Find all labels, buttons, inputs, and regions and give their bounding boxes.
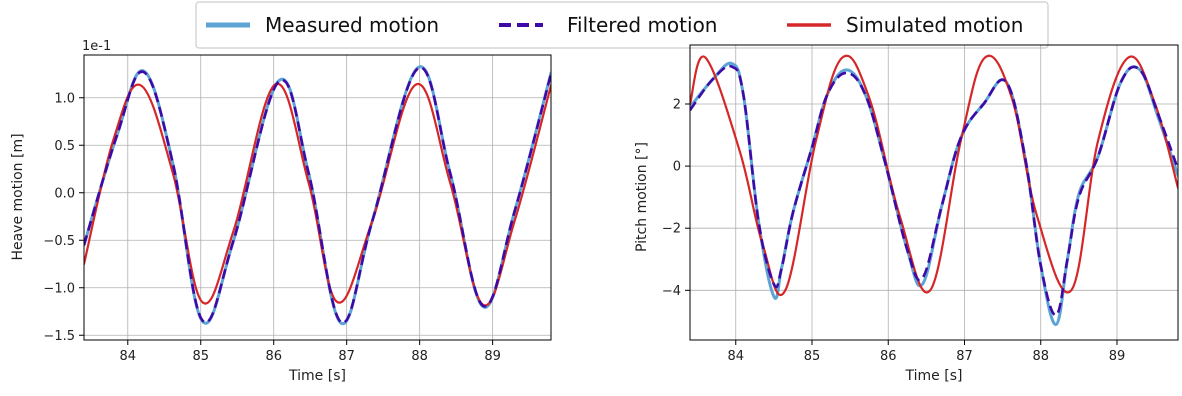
pitch-y-axis-label: Pitch motion [°] [634, 142, 650, 252]
pitch-x-tick-label-3: 87 [956, 349, 973, 364]
legend-label-simulated: Simulated motion [846, 13, 1023, 37]
heave-y-tick-label-5: 1.0 [54, 91, 75, 106]
heave-y-tick-label-1: −1.0 [43, 281, 75, 296]
heave-y-tick-label-4: 0.5 [54, 139, 75, 154]
legend-box [195, 1, 1049, 49]
pitch-series-simulated-motion [690, 54, 1178, 297]
heave-series-simulated-motion [84, 82, 551, 307]
pitch-x-tick-label-1: 85 [804, 349, 821, 364]
legend-label-filtered: Filtered motion [567, 13, 717, 37]
heave-x-tick-label-4: 88 [411, 349, 428, 364]
heave-x-tick-label-3: 87 [338, 349, 355, 364]
pitch-x-tick-label-0: 84 [727, 349, 744, 364]
pitch-x-ticks: 84 85 86 87 88 89 [727, 340, 1125, 364]
heave-chart: 84 85 86 87 88 89 −1.5 −1.0 −0.5 0.0 0.5 1.0 Time … [10, 39, 552, 384]
pitch-y-tick-label-1: −2 [662, 222, 681, 237]
pitch-grid [690, 45, 1178, 340]
heave-y-tick-label-0: −1.5 [43, 329, 75, 344]
pitch-y-tick-label-3: 2 [673, 98, 681, 113]
heave-x-tick-label-0: 84 [120, 349, 137, 364]
heave-x-ticks: 84 85 86 87 88 89 [120, 340, 501, 364]
heave-x-tick-label-1: 85 [192, 349, 209, 364]
pitch-plot-frame [689, 44, 1179, 341]
pitch-y-ticks: −4 −2 0 2 [662, 98, 690, 299]
heave-grid [84, 55, 551, 340]
heave-y-scale-label: 1e-1 [82, 39, 111, 54]
heave-series-filtered-motion [84, 66, 551, 324]
pitch-series [690, 54, 1178, 326]
pitch-y-tick-label-0: −4 [662, 284, 681, 299]
heave-x-axis-label: Time [s] [288, 368, 346, 384]
pitch-y-tick-label-2: 0 [673, 160, 681, 175]
pitch-chart: 84 85 86 87 88 89 −4 −2 0 2 Time [s] Pitch motio… [634, 44, 1179, 384]
heave-x-tick-label-2: 86 [265, 349, 282, 364]
pitch-series-measured-motion [690, 61, 1178, 326]
heave-series [84, 65, 551, 326]
heave-y-axis-label: Heave motion [m] [10, 133, 26, 260]
heave-y-ticks: −1.5 −1.0 −0.5 0.0 0.5 1.0 [43, 91, 84, 344]
legend-label-measured: Measured motion [265, 13, 439, 37]
pitch-x-tick-label-5: 89 [1109, 349, 1126, 364]
heave-x-tick-label-5: 89 [484, 349, 501, 364]
pitch-x-axis-label: Time [s] [905, 368, 963, 384]
pitch-x-tick-label-4: 88 [1032, 349, 1049, 364]
heave-series-measured-motion [84, 65, 551, 326]
heave-y-tick-label-2: −0.5 [43, 234, 75, 249]
heave-plot-frame [83, 54, 552, 341]
heave-y-tick-label-3: 0.0 [54, 186, 75, 201]
pitch-series-filtered-motion [690, 64, 1178, 317]
legend: Measured motion Filtered motion Simulate… [195, 1, 1049, 49]
pitch-x-tick-label-2: 86 [880, 349, 897, 364]
